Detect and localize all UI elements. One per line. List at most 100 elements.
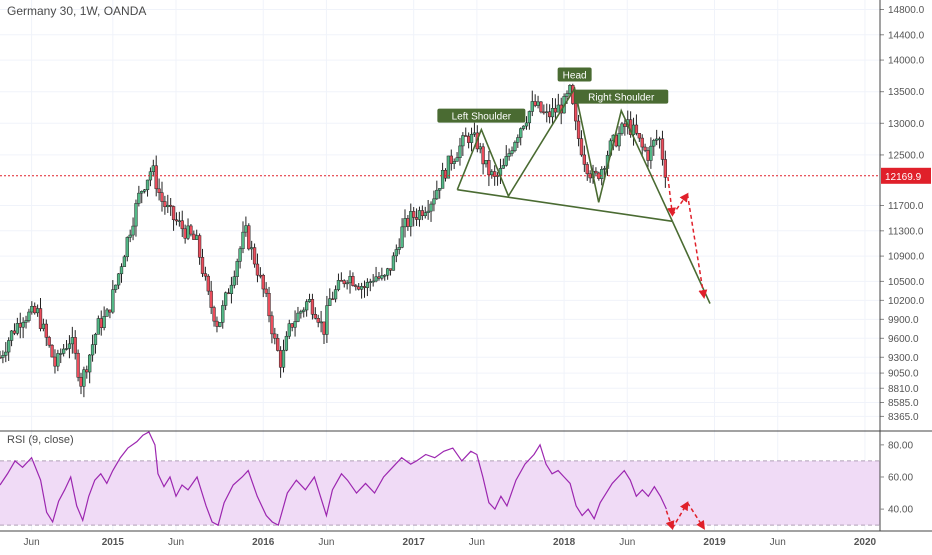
candle-body	[59, 353, 63, 355]
candle-body	[365, 282, 370, 288]
candle-body	[504, 156, 508, 166]
candle-body	[426, 210, 430, 213]
candle-body	[423, 212, 427, 217]
candle-body	[556, 104, 560, 113]
time-tick-label: 2017	[403, 537, 426, 548]
candle-body	[151, 165, 155, 172]
grid-layer	[0, 0, 880, 530]
candle-body	[88, 354, 92, 373]
candle-body	[391, 255, 396, 271]
candle-body	[131, 225, 135, 236]
time-tick-label: Jun	[469, 537, 485, 548]
time-tick-label: 2018	[553, 537, 576, 548]
price-tick-label: 11300.0	[888, 226, 924, 237]
candle-body	[452, 161, 456, 164]
candle-body	[212, 307, 216, 322]
candle-body	[634, 124, 639, 134]
candle-body	[267, 293, 271, 317]
price-tick-label: 9600.0	[888, 334, 919, 345]
candle-body	[490, 171, 494, 176]
candle-body	[47, 337, 51, 346]
candle-body	[339, 280, 344, 282]
projection-arrow	[686, 194, 708, 299]
candle-body	[331, 298, 335, 300]
candle-body	[487, 160, 491, 176]
time-tick-label: Jun	[619, 537, 635, 548]
candle-body	[542, 111, 546, 114]
candle-body	[464, 135, 468, 137]
price-tick-label: 8810.0	[888, 384, 919, 395]
candle-body	[281, 349, 286, 368]
time-tick-label: Jun	[24, 537, 40, 548]
candle-body	[313, 314, 317, 319]
candle-body	[394, 249, 398, 257]
candle-body	[354, 285, 358, 288]
candle-body	[357, 286, 361, 290]
candle-body	[455, 157, 459, 162]
candle-body	[617, 133, 621, 147]
candle-body	[180, 220, 184, 230]
candle-body	[458, 145, 462, 158]
candle-body	[270, 315, 274, 335]
candle-body	[304, 301, 309, 311]
candle-body	[545, 111, 549, 114]
price-tick-label: 10900.0	[888, 252, 925, 263]
candle-body	[501, 165, 506, 169]
candle-body	[238, 248, 242, 262]
time-tick-label: Jun	[168, 537, 184, 548]
candle-body	[221, 305, 225, 323]
candle-body	[154, 165, 158, 190]
candle-body	[67, 343, 72, 349]
candle-body	[56, 353, 60, 367]
price-tick-label: 13000.0	[888, 119, 925, 130]
candle-body	[414, 217, 419, 220]
candle-body	[409, 211, 413, 227]
symbol-title: Germany 30, 1W, OANDA	[7, 4, 147, 18]
candle-body	[229, 284, 234, 294]
price-tick-label: 10500.0	[888, 277, 925, 288]
candle-body	[345, 282, 349, 285]
candle-body	[284, 335, 289, 351]
candle-body	[93, 334, 98, 345]
candle-body	[276, 338, 280, 351]
candle-body	[446, 155, 451, 179]
candle-body	[521, 125, 526, 129]
candle-body	[325, 305, 329, 335]
candle-body	[524, 122, 529, 127]
candle-body	[27, 311, 31, 321]
candle-body	[12, 330, 17, 334]
candle-body	[140, 191, 144, 194]
candle-body	[30, 305, 34, 313]
time-tick-label: 2015	[102, 537, 125, 548]
candle-body	[96, 318, 101, 335]
candle-body	[550, 108, 555, 118]
candle-body	[183, 228, 187, 239]
candle-body	[362, 286, 367, 288]
candle-body	[293, 321, 297, 328]
candle-body	[232, 276, 236, 286]
projection-arrow	[671, 192, 689, 216]
candle-body	[371, 280, 375, 283]
candle-body	[61, 348, 66, 354]
rsi-line	[0, 431, 667, 527]
candle-body	[18, 323, 22, 328]
candle-body	[469, 134, 474, 143]
pattern-label-box	[437, 108, 526, 123]
candle-body	[177, 220, 182, 222]
candle-body	[319, 321, 323, 324]
candle-body	[302, 309, 306, 312]
candle-body	[273, 333, 277, 339]
candle-body	[539, 101, 543, 113]
candle-body	[264, 288, 268, 294]
candle-body	[255, 263, 260, 276]
projection-arrow	[667, 176, 677, 217]
candle-body	[119, 266, 124, 275]
candle-body	[189, 225, 193, 235]
candle-body	[660, 138, 665, 160]
candle-body	[166, 204, 170, 208]
candle-body	[35, 308, 40, 314]
candle-body	[235, 261, 239, 277]
pattern-label: Right Shoulder	[588, 93, 655, 104]
candle-body	[602, 168, 607, 170]
